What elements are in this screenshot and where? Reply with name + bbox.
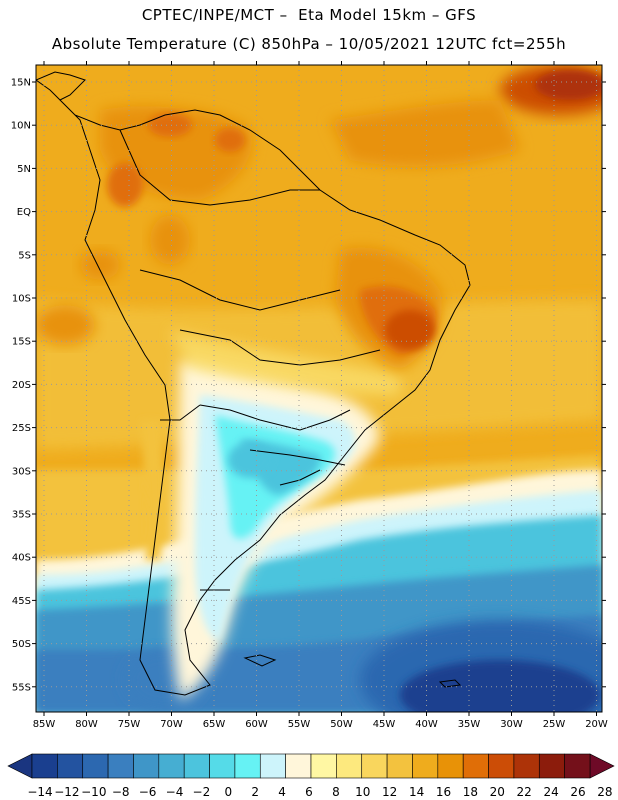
- lat-label: 5N: [17, 164, 31, 175]
- lat-label: 45S: [12, 596, 31, 607]
- coastlines: [36, 71, 471, 696]
- colorbar-swatch: [310, 753, 337, 779]
- colorbar-swatch: [133, 753, 160, 779]
- lat-label: EQ: [17, 207, 31, 218]
- colorbar-label: 22: [517, 785, 532, 799]
- lat-label: 15N: [11, 78, 31, 89]
- map-title: CPTEC/INPE/MCT – Eta Model 15km – GFS: [141, 6, 477, 24]
- colorbar-label: 16: [436, 785, 451, 799]
- lon-label: 85W: [33, 719, 56, 730]
- lat-label: 5S: [18, 250, 31, 261]
- lon-label: 55W: [288, 719, 311, 730]
- colorbar-label: −12: [54, 785, 79, 799]
- lat-label: 25S: [12, 423, 31, 434]
- map-subtitle: Absolute Temperature (C) 850hPa – 10/05/…: [51, 35, 567, 53]
- colorbar-label: 6: [305, 785, 313, 799]
- lat-label: 15S: [12, 337, 31, 348]
- colorbar-label: 14: [409, 785, 424, 799]
- colorbar-swatch: [437, 753, 464, 779]
- colorbar-swatch: [285, 753, 312, 779]
- colorbar-label: −8: [112, 785, 130, 799]
- colorbar-swatch: [361, 753, 388, 779]
- colorbar-swatch: [158, 753, 185, 779]
- colorbar-label: 26: [570, 785, 585, 799]
- colorbar-label: 0: [224, 785, 232, 799]
- colorbar-swatch: [107, 753, 134, 779]
- lon-label: 65W: [203, 719, 226, 730]
- colorbar-swatch: [209, 753, 236, 779]
- lon-label: 20W: [585, 719, 608, 730]
- colorbar-label: 20: [490, 785, 505, 799]
- colorbar-swatch: [259, 753, 286, 779]
- colorbar-swatch: [57, 753, 84, 779]
- colorbar-label: −4: [166, 785, 184, 799]
- colorbar-label: −14: [27, 785, 52, 799]
- lat-label: 10S: [12, 294, 31, 305]
- colorbar-swatch: [31, 753, 58, 779]
- colorbar-label: 4: [278, 785, 286, 799]
- colorbar-swatch: [488, 753, 515, 779]
- lon-label: 25W: [543, 719, 566, 730]
- colorbar-label: 28: [597, 785, 612, 799]
- colorbar-low-arrow: [7, 753, 33, 779]
- colorbar-label: −10: [81, 785, 106, 799]
- lon-label: 80W: [75, 719, 98, 730]
- lat-label: 50S: [12, 639, 31, 650]
- lon-label: 35W: [458, 719, 481, 730]
- colorbar-label: 12: [382, 785, 397, 799]
- lon-label: 30W: [500, 719, 523, 730]
- colorbar-swatch: [462, 753, 489, 779]
- colorbar-swatch: [564, 753, 591, 779]
- lon-label: 50W: [330, 719, 353, 730]
- colorbar-swatch: [538, 753, 565, 779]
- lon-label: 75W: [118, 719, 141, 730]
- colorbar-swatch: [386, 753, 413, 779]
- lon-label: 45W: [373, 719, 396, 730]
- lat-label: 35S: [12, 510, 31, 521]
- lat-label: 20S: [12, 380, 31, 391]
- colorbar-swatch: [412, 753, 439, 779]
- colorbar-label: 10: [355, 785, 370, 799]
- colorbar: −14 −12 −10 −8 −6 −4 −2 0 2 4 6 8 10 12 14 16 18 20 22 24 26…: [7, 753, 615, 799]
- colorbar-swatch: [513, 753, 540, 779]
- colorbar-high-arrow: [589, 753, 615, 779]
- colorbar-label: 18: [463, 785, 478, 799]
- lat-label: 30S: [12, 466, 31, 477]
- colorbar-label: −6: [139, 785, 157, 799]
- temperature-field: [36, 65, 602, 712]
- lon-label: 40W: [415, 719, 438, 730]
- lon-label: 60W: [245, 719, 268, 730]
- colorbar-swatch: [336, 753, 363, 779]
- lon-label: 70W: [160, 719, 183, 730]
- axis-ticks: 15N 10N 5N EQ 5S 10S 15S 20S 25S 30S 35S 40S 45S 50S 5…: [11, 61, 608, 730]
- colorbar-swatch: [82, 753, 109, 779]
- map-frame: [35, 64, 603, 713]
- lat-label: 55S: [12, 682, 31, 693]
- colorbar-label: 24: [543, 785, 558, 799]
- colorbar-swatch: [183, 753, 210, 779]
- colorbar-label: 8: [332, 785, 340, 799]
- colorbar-label: 2: [251, 785, 259, 799]
- lat-label: 40S: [12, 553, 31, 564]
- colorbar-swatch: [234, 753, 261, 779]
- colorbar-label: −2: [193, 785, 211, 799]
- lat-label: 10N: [11, 121, 31, 132]
